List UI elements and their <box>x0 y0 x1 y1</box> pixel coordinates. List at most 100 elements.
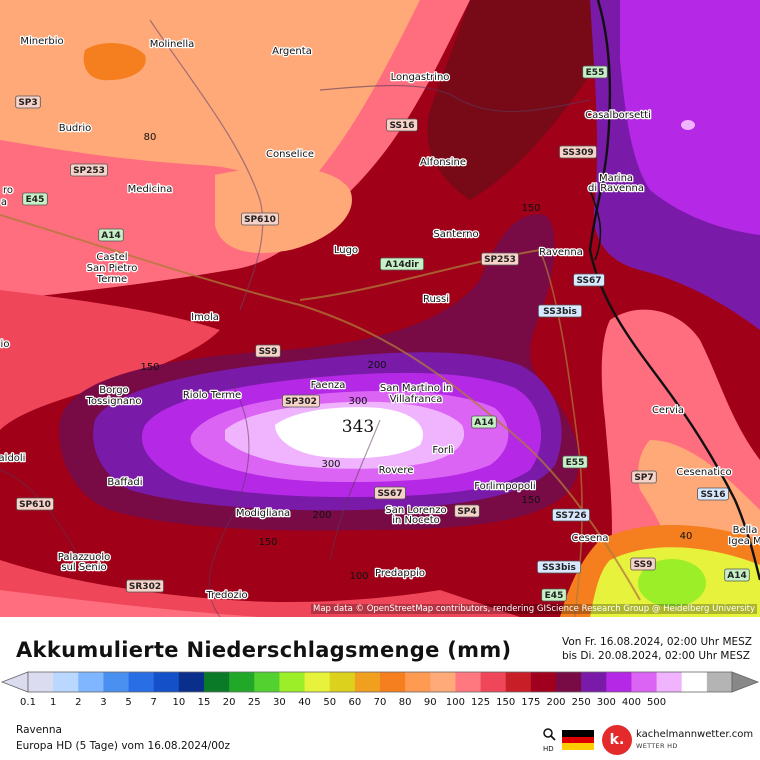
place-label: sul Senio <box>61 562 106 573</box>
place-label: San Lorenzo <box>385 505 446 516</box>
scale-tick-label: 15 <box>197 697 211 708</box>
road-label-text: A14 <box>101 231 121 241</box>
scale-swatch <box>204 672 230 692</box>
field-200-250-east <box>620 0 760 235</box>
road-label: SR302 <box>126 579 164 593</box>
scale-tick-label: 10 <box>172 697 186 708</box>
contour-label: 40 <box>680 531 693 542</box>
road-label: E45 <box>541 588 567 602</box>
scale-swatch <box>380 672 406 692</box>
scale-tick-label: 40 <box>298 697 311 708</box>
road-label-text: E45 <box>26 195 45 205</box>
scale-tick-label: 1 <box>49 697 57 708</box>
road-label-text: A14 <box>727 571 747 581</box>
branding: HD k. kachelmannwetter.com WETTER HD <box>540 725 755 755</box>
road-label-text: SR302 <box>129 582 161 592</box>
scale-tick-label: 0.1 <box>20 697 36 708</box>
scale-tick-label: 200 <box>546 697 566 708</box>
place-label: Casalborsetti <box>585 110 651 121</box>
location-name: Ravenna <box>16 724 62 736</box>
model-info: Europa HD (5 Tage) vom 16.08.2024/00z <box>16 740 231 752</box>
field-100-imola <box>0 290 220 430</box>
road-label: E45 <box>22 192 48 206</box>
road-label: E55 <box>562 455 588 469</box>
scale-border <box>27 671 733 693</box>
place-label: aldoli <box>0 453 25 464</box>
contour-label: 200 <box>367 360 386 371</box>
scale-swatch <box>455 672 482 692</box>
contour-label: 150 <box>521 203 540 214</box>
coastline <box>588 0 760 581</box>
period-info: Von Fr. 16.08.2024, 02:00 Uhr MESZ bis D… <box>562 635 752 663</box>
road-label: SS309 <box>559 145 597 159</box>
road-label: SP610 <box>16 497 54 511</box>
place-label: Medicina <box>128 184 173 195</box>
scale-tick-label: 80 <box>398 697 412 708</box>
place-label: San Pietro <box>87 263 138 274</box>
brand-name[interactable]: kachelmannwetter.com <box>636 729 754 740</box>
place-label: Minerbio <box>20 36 63 47</box>
scale-swatch <box>706 672 733 692</box>
precipitation-map[interactable]: 80 150 200 150 300 300 200 150 100 40 150 SP3 SS16 E… <box>0 0 760 617</box>
scale-swatch <box>304 672 331 692</box>
place-label: Longastrino <box>391 72 450 83</box>
road-label-text: SS9 <box>259 347 278 357</box>
period-to: bis Di. 20.08.2024, 02:00 Uhr MESZ <box>561 650 750 662</box>
color-scale-ticks: 0.1 1 2 3 5 7 10 15 20 25 30 40 50 60 70 80 90 100 125 150 1… <box>0 697 760 711</box>
place-label: Budrio <box>59 123 92 134</box>
german-flag-icon[interactable] <box>562 730 594 750</box>
contour-label: 80 <box>144 132 157 143</box>
road-label-text: SS16 <box>389 121 414 131</box>
kachelmann-logo[interactable]: k. <box>602 725 632 755</box>
road-label: SP610 <box>241 212 279 226</box>
scale-tick-label: 25 <box>247 697 261 708</box>
road-label: SP253 <box>70 163 108 177</box>
scale-swatch <box>405 672 431 692</box>
road-label: SS67 <box>374 486 406 500</box>
contour-label: 300 <box>321 459 340 470</box>
harbour-channel <box>589 189 602 261</box>
road-label-text: SS3bis <box>543 307 577 317</box>
road-label-text: SS726 <box>555 511 586 521</box>
place-label: Bella <box>733 525 758 536</box>
road-label: A14 <box>471 415 497 429</box>
scale-tick-label: 2 <box>75 697 82 708</box>
scale-tick-label: 3 <box>100 697 107 708</box>
contour-label: 150 <box>258 537 277 548</box>
scale-tick-label: 100 <box>445 697 465 708</box>
road-label: SP3 <box>15 95 41 109</box>
place-label: Conselice <box>266 149 314 160</box>
map-attribution: Map data © OpenStreetMap contributors, r… <box>311 604 757 614</box>
place-label: San Martino in <box>380 383 452 394</box>
scale-tick-label: 175 <box>521 697 541 708</box>
scale-swatch <box>505 672 532 692</box>
place-label: Tossignano <box>86 396 142 407</box>
place-label: Villafranca <box>390 394 443 405</box>
brand-subtitle: WETTER HD <box>636 742 678 750</box>
place-label: di Ravenna <box>588 183 644 194</box>
search-hd-icon[interactable]: HD <box>542 727 556 753</box>
scale-tick-label: 90 <box>423 697 437 708</box>
place-label: in Noceto <box>392 515 440 526</box>
scale-tick-label: 50 <box>323 697 337 708</box>
road-label-text: SP610 <box>244 215 276 225</box>
place-label: Igea M <box>728 536 760 547</box>
legend-title: Akkumulierte Niederschlagsmenge (mm) <box>16 638 512 662</box>
road-label: A14 <box>98 228 124 242</box>
place-label: Russi <box>423 294 449 305</box>
color-scale <box>0 671 760 693</box>
road-label: A14 <box>724 568 750 582</box>
field-80-south <box>0 590 260 617</box>
road-label: SS9 <box>630 557 656 571</box>
scale-tick-label: 500 <box>647 697 667 708</box>
contour-label: 150 <box>521 495 540 506</box>
road-label-text: A14 <box>474 418 494 428</box>
road-label-text: SS16 <box>700 490 725 500</box>
road-label-text: A14dir <box>385 260 419 270</box>
field-300-spot <box>681 120 695 130</box>
road-label: SS3bis <box>537 560 582 574</box>
max-value-label: 343 <box>342 417 374 437</box>
road-label: A14dir <box>379 257 424 271</box>
road-label-text: SS67 <box>377 489 402 499</box>
scale-tick-label: 5 <box>125 697 132 708</box>
